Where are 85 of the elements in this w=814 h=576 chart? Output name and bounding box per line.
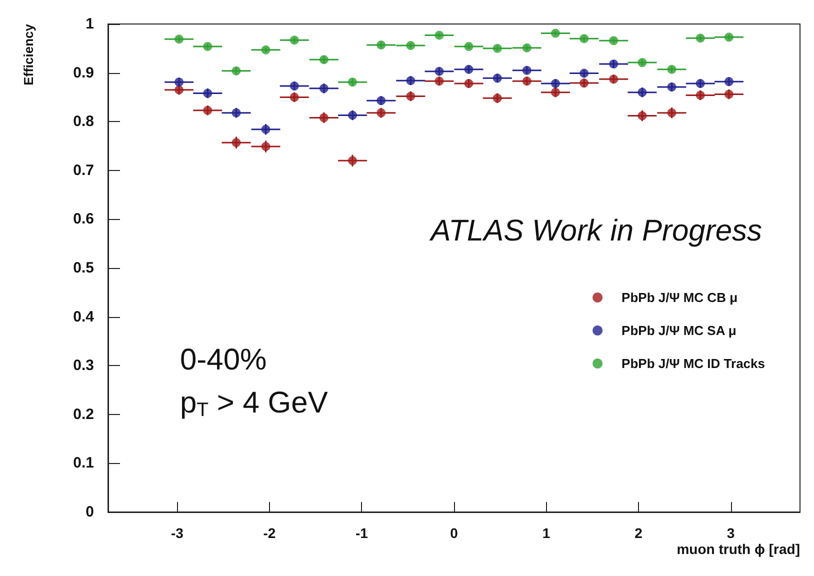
point (551, 88, 560, 97)
point (464, 64, 474, 74)
point (174, 85, 184, 94)
annotation: ATLAS Work in Progress (428, 214, 762, 248)
legend-label: PbPb J/Ψ MC ID Tracks (622, 356, 765, 371)
y-tick-label: 0.1 (73, 454, 94, 472)
point (290, 92, 299, 102)
point (638, 111, 647, 120)
x-axis-title: muon truth ϕ [rad] (676, 541, 800, 557)
y-tick-label: 0.8 (73, 113, 94, 130)
point (492, 44, 502, 53)
point (492, 74, 502, 83)
point (406, 92, 416, 101)
point (406, 76, 416, 86)
point (667, 108, 676, 118)
y-tick-label: 0.9 (73, 64, 94, 82)
y-tick-label: 0.7 (73, 162, 94, 179)
legend-label: PbPb J/Ψ MC CB μ (622, 290, 738, 305)
point (174, 78, 184, 87)
point (232, 108, 241, 118)
point (522, 66, 532, 75)
point (376, 96, 386, 106)
point (174, 34, 184, 44)
point (348, 78, 358, 87)
point (434, 66, 444, 76)
y-tick-label: 0.4 (73, 308, 95, 326)
point (434, 76, 444, 86)
point (434, 30, 444, 40)
point (203, 88, 212, 98)
y-tick-label: 0.2 (73, 406, 94, 423)
point (551, 28, 560, 38)
x-tick-label: -3 (170, 525, 184, 541)
annotation: 0-40% (180, 344, 267, 376)
point (376, 108, 386, 118)
point (724, 90, 734, 99)
point (290, 36, 299, 45)
point (232, 66, 241, 76)
x-tick-label: 3 (726, 525, 735, 541)
y-tick-label: 0 (86, 504, 94, 520)
point (580, 34, 589, 44)
point (551, 79, 560, 88)
point (667, 64, 676, 74)
x-tick-label: 2 (634, 525, 643, 541)
point (203, 106, 212, 115)
y-tick-label: 0.6 (73, 210, 94, 228)
point (261, 124, 270, 134)
point (261, 142, 270, 151)
y-tick-label: 1 (86, 16, 94, 32)
point (609, 36, 618, 46)
point (638, 58, 647, 68)
point (492, 94, 502, 103)
point (696, 79, 705, 88)
legend-label: PbPb J/Ψ MC SA μ (622, 323, 736, 338)
point (667, 82, 676, 92)
point (319, 113, 328, 122)
point (232, 138, 241, 148)
point (696, 34, 705, 43)
point (464, 42, 474, 51)
x-tick-label: 0 (450, 525, 458, 541)
point (376, 40, 386, 50)
point (580, 78, 589, 88)
x-tick-label: 1 (542, 525, 550, 541)
point (319, 84, 328, 93)
y-tick-label: 0.5 (73, 260, 94, 276)
point (522, 43, 532, 52)
point (638, 88, 647, 97)
point (580, 68, 589, 78)
point (696, 90, 705, 100)
point (203, 42, 212, 51)
point (724, 32, 734, 42)
point (522, 76, 532, 86)
point (319, 55, 328, 64)
y-axis-title: Efficiency (21, 23, 36, 86)
point (724, 77, 734, 86)
point (348, 110, 358, 120)
point (290, 81, 299, 90)
point (406, 40, 416, 50)
point (261, 45, 270, 54)
point (348, 156, 358, 166)
point (609, 60, 618, 69)
y-tick-label: 0.3 (73, 357, 94, 374)
x-tick-label: -2 (263, 525, 276, 541)
x-tick-label: -1 (356, 525, 368, 541)
point (464, 79, 474, 88)
point (609, 74, 618, 84)
